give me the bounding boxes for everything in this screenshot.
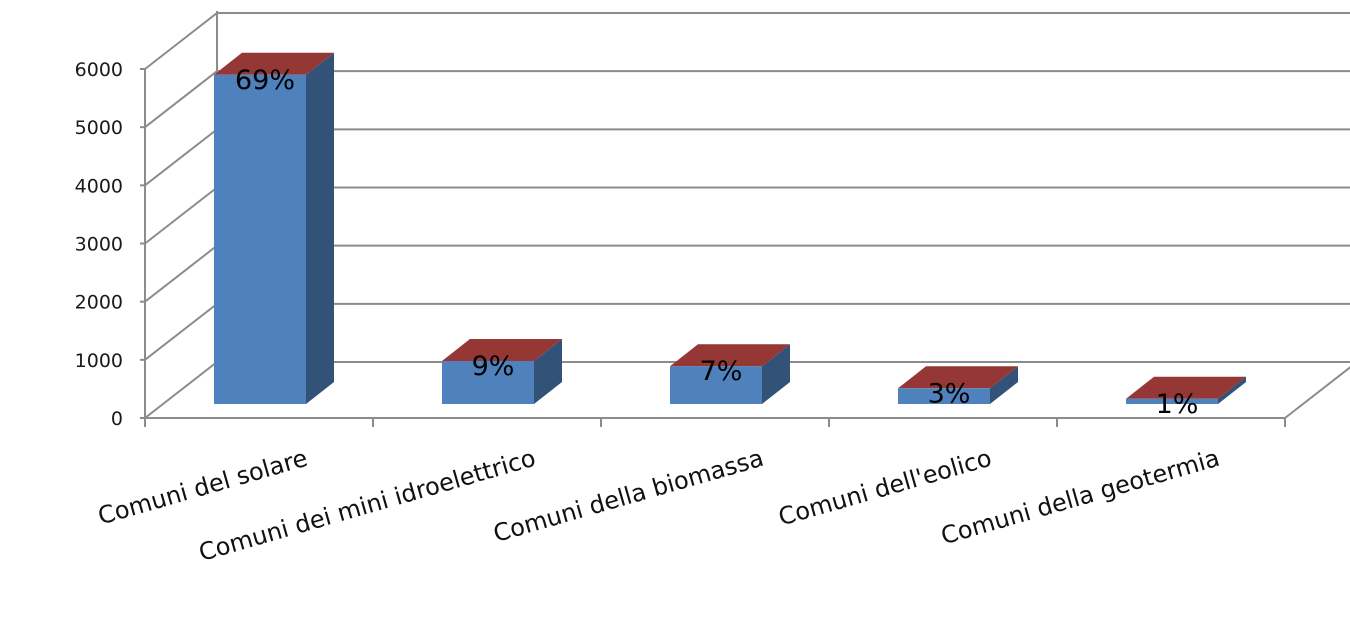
bar-side xyxy=(1218,376,1246,404)
bar xyxy=(1126,376,1246,404)
bar-front xyxy=(898,388,990,404)
bar xyxy=(898,366,1018,404)
bar-front xyxy=(214,74,306,404)
y-tick-label: 1000 xyxy=(75,350,123,372)
y-tick-label: 4000 xyxy=(75,175,123,197)
data-label: 69% xyxy=(235,65,295,96)
bar-top xyxy=(1126,376,1246,399)
y-tick-label: 3000 xyxy=(75,234,123,256)
y-tick-label: 6000 xyxy=(75,59,123,81)
bar-front xyxy=(1126,398,1218,404)
y-tick-label: 2000 xyxy=(75,292,123,314)
bar-top xyxy=(214,52,334,75)
data-label: 3% xyxy=(928,378,971,409)
y-tick-label: 5000 xyxy=(75,117,123,139)
y-tick-label: 0 xyxy=(111,408,123,430)
data-label: 1% xyxy=(1156,389,1199,420)
bar-front xyxy=(670,366,762,404)
bar-top xyxy=(670,344,790,367)
bar xyxy=(670,344,790,404)
bar-side xyxy=(534,338,562,404)
bar-side xyxy=(762,344,790,404)
data-label: 9% xyxy=(472,351,515,382)
bars xyxy=(214,52,1246,404)
bar-side xyxy=(306,52,334,404)
data-label: 7% xyxy=(700,356,743,387)
bar-top xyxy=(442,338,562,361)
bar xyxy=(442,338,562,404)
bar xyxy=(214,52,334,404)
floor-right-edge xyxy=(1284,366,1350,419)
bar-side xyxy=(990,366,1018,404)
bar-front xyxy=(442,360,534,404)
bar-top xyxy=(898,366,1018,389)
